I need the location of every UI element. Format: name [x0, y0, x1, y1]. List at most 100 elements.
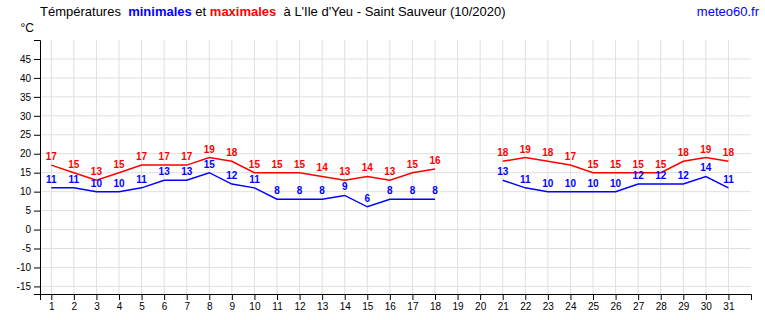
data-label: 10 [542, 178, 554, 189]
y-tick: -15 [17, 281, 40, 292]
data-label: 13 [339, 166, 351, 177]
y-tick-label: 25 [20, 129, 32, 140]
x-tick-mark [638, 294, 639, 300]
title-part: à L'Ile d'Yeu - Saint Sauveur (10/2020) [276, 4, 505, 19]
x-tick-mark [367, 294, 368, 300]
data-label: 13 [384, 166, 396, 177]
grid-line-x [435, 40, 436, 294]
x-tick-mark [187, 294, 188, 300]
data-label: 14 [317, 162, 329, 173]
x-tick: 16 [385, 294, 397, 312]
grid-line-x [547, 40, 548, 294]
y-tick-mark [34, 267, 40, 268]
grid-line-y [40, 96, 751, 97]
grid-line-y [40, 210, 751, 211]
x-tick: 24 [565, 294, 577, 312]
x-tick-mark [96, 294, 97, 300]
x-tick-mark [593, 294, 594, 300]
x-tick-mark [661, 294, 662, 300]
data-label: 18 [226, 147, 238, 158]
data-label: 15 [271, 159, 283, 170]
legend-entry: minimales [128, 4, 192, 19]
data-label: 13 [497, 166, 509, 177]
y-tick-mark [34, 154, 40, 155]
x-tick-mark [74, 294, 75, 300]
x-tick: 22 [520, 294, 532, 312]
data-label: 15 [587, 159, 599, 170]
data-label: 13 [91, 166, 103, 177]
x-tick: 9 [230, 294, 236, 312]
grid-line-y [40, 267, 751, 268]
y-tick-label: 5 [25, 205, 31, 216]
y-tick-mark [34, 249, 40, 250]
grid-line-x [728, 40, 729, 294]
x-tick: 26 [611, 294, 623, 312]
x-tick-label: 13 [317, 301, 329, 312]
x-tick: 20 [475, 294, 487, 312]
x-tick-label: 30 [701, 301, 713, 312]
x-tick-label: 18 [430, 301, 442, 312]
data-label: 8 [410, 185, 416, 196]
data-label: 13 [181, 166, 193, 177]
data-label: 13 [159, 166, 171, 177]
y-tick: 35 [20, 92, 40, 103]
x-tick-label: 9 [230, 301, 236, 312]
x-tick: 14 [340, 294, 352, 312]
x-tick: 5 [139, 294, 145, 312]
y-tick: 10 [20, 186, 40, 197]
x-tick: 3 [94, 294, 100, 312]
y-tick-mark [34, 286, 40, 287]
data-label: 15 [294, 159, 306, 170]
x-tick: 27 [633, 294, 645, 312]
x-tick: 25 [588, 294, 600, 312]
y-tick-mark [34, 78, 40, 79]
plot: 1234567891011121314151617181920212223242… [17, 40, 752, 312]
y-tick: 40 [20, 73, 40, 84]
y-axis-title: °C [21, 21, 35, 35]
data-label: 15 [655, 159, 667, 170]
data-label: 11 [136, 174, 147, 185]
x-tick-mark [570, 294, 571, 300]
x-axis-line [41, 295, 752, 301]
x-tick: 31 [723, 294, 735, 312]
title: Témpératures minimales et maximales à L'… [40, 4, 506, 19]
grid-line-y [40, 115, 751, 116]
y-tick-label: -15 [17, 281, 32, 292]
lines [51, 158, 728, 207]
x-tick-mark [164, 294, 165, 300]
x-tick-label: 12 [295, 301, 307, 312]
y-tick: -5 [22, 243, 40, 254]
data-label: 15 [610, 159, 622, 170]
grid-line-y [40, 134, 751, 135]
x-tick-label: 10 [249, 301, 261, 312]
y-tick: 30 [20, 111, 40, 122]
data-label: 8 [297, 185, 303, 196]
data-label: 16 [429, 155, 441, 166]
grid [40, 40, 751, 294]
data-label: 12 [633, 170, 645, 181]
x-tick-label: 16 [385, 301, 397, 312]
grid-line-y [40, 77, 751, 78]
x-tick-label: 6 [162, 301, 168, 312]
data-label: 12 [655, 170, 667, 181]
x-tick: 4 [117, 294, 123, 312]
y-tick-mark [34, 116, 40, 117]
data-label: 15 [113, 159, 125, 170]
data-label: 18 [723, 147, 735, 158]
y-tick: 5 [25, 205, 40, 216]
y-tick-label: 45 [20, 54, 32, 65]
data-label: 15 [204, 159, 216, 170]
data-label: 10 [587, 178, 599, 189]
x-tick-mark [548, 294, 549, 300]
grid-line-y [40, 58, 751, 59]
x-tick-label: 15 [362, 301, 374, 312]
data-label: 11 [723, 174, 734, 185]
legend-entry: maximales [210, 4, 277, 19]
y-tick-mark [34, 211, 40, 212]
data-label: 9 [342, 181, 348, 192]
y-tick-mark [34, 59, 40, 60]
x-tick-label: 22 [520, 301, 532, 312]
x-tick-label: 17 [407, 301, 419, 312]
x-tick: 29 [678, 294, 690, 312]
x-tick: 17 [407, 294, 419, 312]
